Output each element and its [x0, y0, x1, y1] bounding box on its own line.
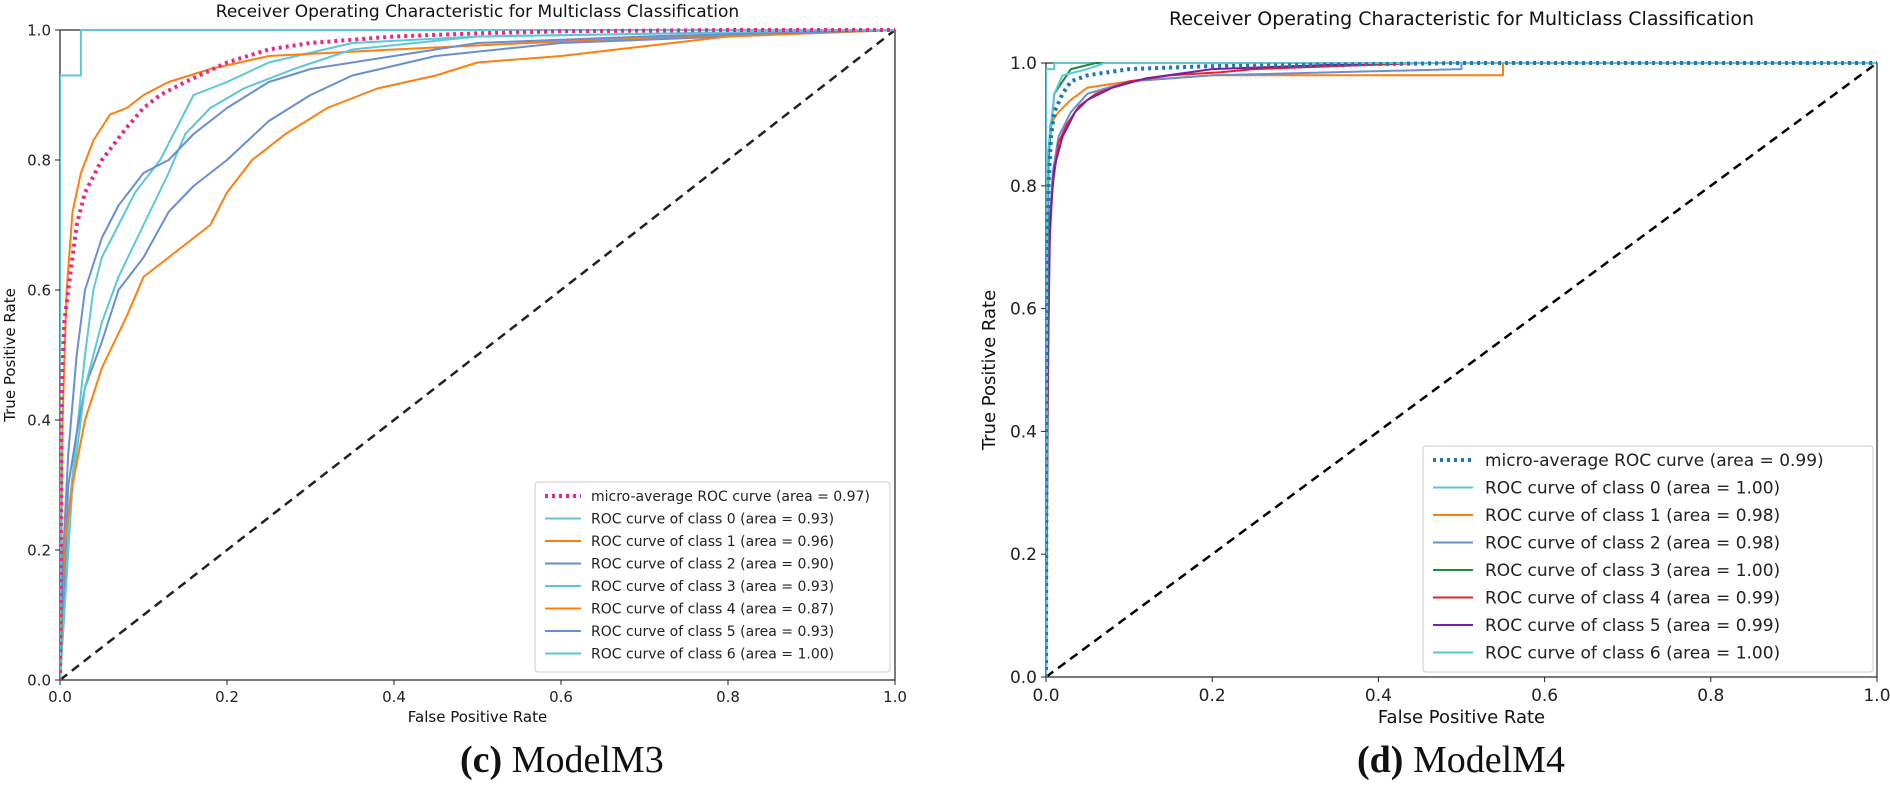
legend-entry: ROC curve of class 1 (area = 0.98): [1485, 506, 1780, 526]
x-tick-label: 1.0: [1863, 686, 1890, 706]
x-tick-label: 0.2: [1199, 686, 1226, 706]
x-tick-label: 1.0: [883, 688, 907, 706]
y-tick-label: 0.0: [27, 671, 51, 689]
legend-box: [1422, 445, 1874, 673]
x-axis-label: False Positive Rate: [1378, 707, 1545, 728]
legend-entry: ROC curve of class 0 (area = 0.93): [591, 511, 834, 527]
x-tick-label: 0.4: [382, 688, 406, 706]
legend-entry: ROC curve of class 5 (area = 0.99): [1485, 616, 1780, 636]
legend-entry: ROC curve of class 6 (area = 1.00): [1485, 643, 1780, 663]
y-tick-label: 0.4: [27, 411, 51, 429]
legend-entry: ROC curve of class 3 (area = 0.93): [591, 579, 834, 595]
series-class-6: [60, 29, 895, 680]
chart-title: Receiver Operating Characteristic for Mu…: [1169, 8, 1754, 30]
legend-entry: ROC curve of class 2 (area = 0.98): [1485, 533, 1780, 553]
chance-diagonal: [1046, 61, 1878, 677]
legend-entry: ROC curve of class 4 (area = 0.87): [591, 601, 834, 617]
legend-entry: ROC curve of class 1 (area = 0.96): [591, 534, 834, 550]
legend-entry: ROC curve of class 4 (area = 0.99): [1485, 588, 1780, 608]
x-tick-label: 0.8: [716, 688, 740, 706]
y-tick-label: 0.6: [27, 281, 51, 299]
legend-entry: micro-average ROC curve (area = 0.97): [591, 489, 870, 505]
x-tick-label: 0.0: [1032, 686, 1059, 706]
series-micro-average: [1046, 61, 1877, 677]
legend-entry: ROC curve of class 2 (area = 0.90): [591, 556, 834, 572]
curves: [1046, 61, 1878, 677]
y-tick-label: 0.4: [1010, 422, 1037, 442]
series-class-6: [1046, 62, 1877, 677]
x-tick-label: 0.6: [1531, 686, 1558, 706]
y-tick-label: 0.2: [27, 541, 51, 559]
chart-title: Receiver Operating Characteristic for Mu…: [216, 2, 739, 22]
x-tick-label: 0.2: [215, 688, 239, 706]
x-tick-label: 0.0: [48, 688, 72, 706]
y-tick-label: 1.0: [27, 21, 51, 39]
legend: micro-average ROC curve (area = 0.97) ROC…: [534, 481, 891, 673]
legend-entry: ROC curve of class 5 (area = 0.93): [591, 624, 834, 640]
chart-panel-c: Receiver Operating Characteristic for Mu…: [1, 2, 907, 726]
y-axis-label: True Positive Rate: [1, 288, 19, 423]
caption-c: (c) ModelM3: [460, 739, 664, 781]
y-tick-label: 0.0: [1010, 668, 1037, 688]
x-tick-label: 0.8: [1697, 686, 1724, 706]
y-axis-label: True Positive Rate: [979, 290, 1000, 451]
y-tick-label: 0.2: [1010, 545, 1037, 565]
y-tick-label: 0.8: [27, 151, 51, 169]
series-class-5: [60, 29, 896, 680]
chance-diagonal: [60, 29, 896, 680]
x-tick-label: 0.4: [1365, 686, 1392, 706]
y-tick-label: 0.6: [1010, 300, 1037, 320]
series-class-0: [60, 29, 896, 680]
series-class-3: [60, 29, 896, 680]
y-tick-label: 1.0: [1010, 54, 1037, 74]
legend-entry: micro-average ROC curve (area = 0.99): [1485, 451, 1824, 471]
legend-box: [534, 481, 891, 673]
series-class-2: [60, 29, 896, 680]
legend-entry: ROC curve of class 6 (area = 1.00): [591, 646, 834, 662]
caption-d: (d) ModelM4: [1357, 739, 1565, 781]
legend: micro-average ROC curve (area = 0.99) ROC…: [1422, 445, 1874, 673]
legend-entry: ROC curve of class 0 (area = 1.00): [1485, 478, 1780, 498]
series-class-4: [60, 29, 896, 680]
curves: [60, 28, 896, 680]
y-tick-label: 0.8: [1010, 177, 1037, 197]
x-tick-label: 0.6: [549, 688, 573, 706]
chart-panel-d: Receiver Operating Characteristic for Mu…: [979, 8, 1890, 728]
legend-entry: ROC curve of class 3 (area = 1.00): [1485, 561, 1780, 581]
x-axis-label: False Positive Rate: [408, 708, 547, 726]
